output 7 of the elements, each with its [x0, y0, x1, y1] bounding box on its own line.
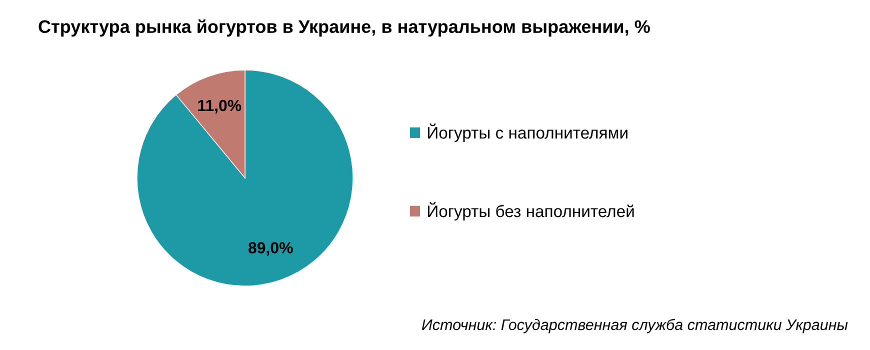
text: Источник: Государственная служба статистики Украины	[422, 318, 848, 334]
legend-label: Йогурты без наполнителей	[428, 202, 634, 220]
data-label: 11,0%	[198, 100, 242, 114]
chart-title: Структура рынка йогуртов в Украине, в натуральном выражении, %	[38, 19, 650, 37]
legend-label: Йогурты с наполнителями	[428, 124, 628, 142]
pie-slice	[136, 70, 354, 286]
data-label: 89,0%	[248, 242, 293, 256]
